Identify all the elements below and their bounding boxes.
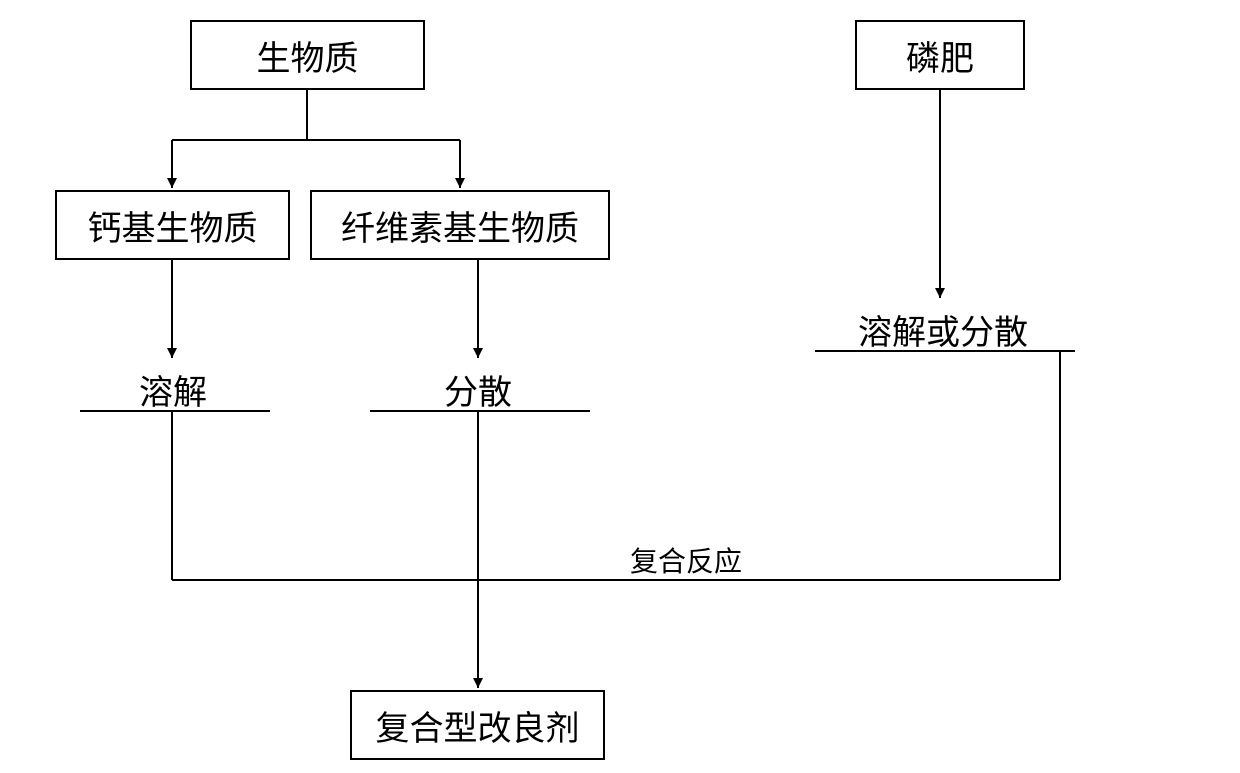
node-biomass-label: 生物质 (257, 31, 359, 80)
node-cellulose-label: 纤维素基生物质 (341, 201, 579, 250)
process-disperse-underline (370, 410, 590, 412)
node-biomass: 生物质 (190, 20, 425, 90)
node-cellulose: 纤维素基生物质 (310, 190, 610, 260)
node-calcium: 钙基生物质 (55, 190, 290, 260)
process-disperse: 分散 (423, 365, 533, 414)
node-amendment-label: 复合型改良剂 (376, 701, 580, 750)
process-dissolve-disperse-underline (815, 350, 1075, 352)
process-dissolve-disperse-label: 溶解或分散 (858, 315, 1028, 352)
process-disperse-label: 分散 (444, 375, 512, 412)
edge-reaction-text: 复合反应 (630, 547, 742, 578)
node-phosphate-label: 磷肥 (906, 31, 974, 80)
node-calcium-label: 钙基生物质 (88, 201, 258, 250)
process-dissolve: 溶解 (118, 365, 228, 414)
edge-reaction-label: 复合反应 (630, 540, 742, 580)
process-dissolve-underline (80, 410, 270, 412)
node-amendment: 复合型改良剂 (350, 690, 605, 760)
node-phosphate: 磷肥 (855, 20, 1025, 90)
process-dissolve-disperse: 溶解或分散 (843, 305, 1043, 354)
process-dissolve-label: 溶解 (139, 375, 207, 412)
